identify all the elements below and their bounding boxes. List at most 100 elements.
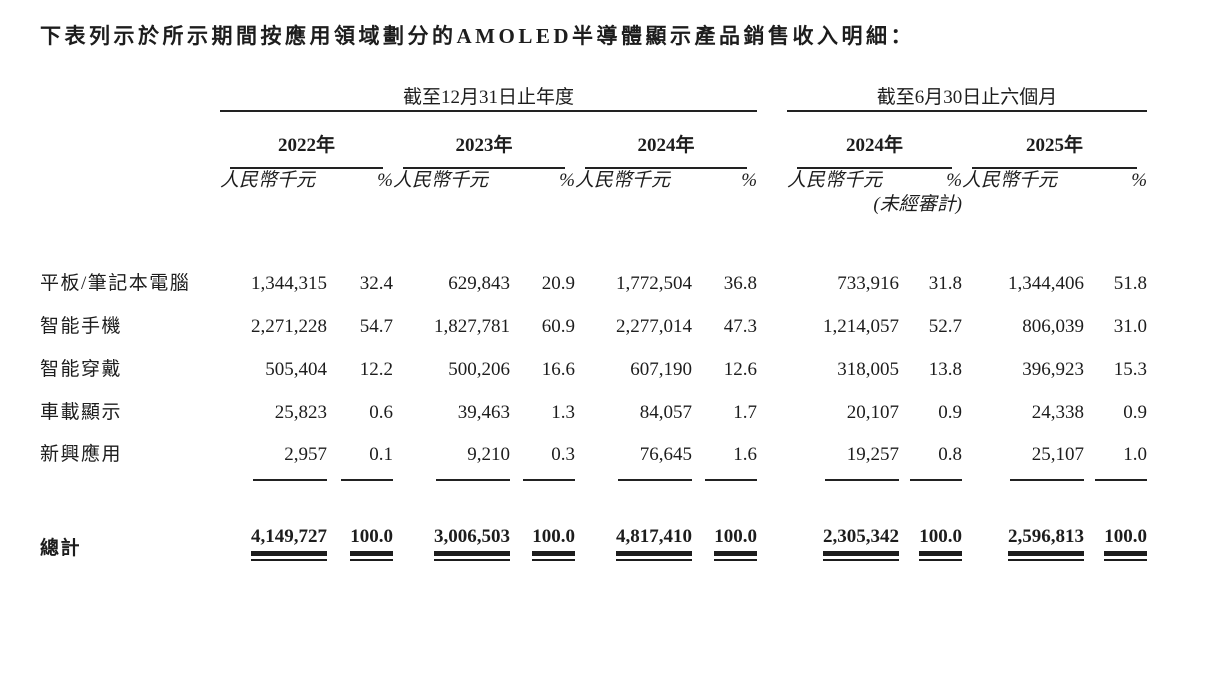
cell-value: 607,190 — [630, 358, 692, 380]
table-row: 新興應用 2,957 0.1 9,210 0.3 76,645 1.6 19,2… — [40, 424, 1147, 467]
year-header-2024: 2024年 — [575, 111, 757, 169]
total-value: 3,006,503 — [434, 525, 510, 561]
cell-value: 32.4 — [359, 273, 393, 295]
subtotal-rule-row — [40, 467, 1148, 482]
cell-value: 0.8 — [938, 444, 963, 466]
cell-value: 1.3 — [551, 401, 575, 423]
col-group-annual: 截至12月31日止年度 — [220, 86, 758, 113]
sum-rule — [253, 479, 327, 482]
cell-value: 0.6 — [369, 401, 393, 423]
revenue-by-application-table: 截至12月31日止年度 截至6月30日止六個月 2022年 2023年 2024… — [40, 86, 1148, 561]
cell-value: 24,338 — [1031, 401, 1085, 423]
table-row: 平板/筆記本電腦 1,344,315 32.4 629,843 20.9 1,7… — [40, 216, 1147, 296]
cell-value: 2,957 — [284, 444, 327, 466]
unit-header: 人民幣千元 — [393, 169, 489, 191]
cell-value: 54.7 — [359, 316, 393, 338]
col-group-interim: 截至6月30日止六個月 — [787, 86, 1148, 113]
table-row: 智能穿戴 505,404 12.2 500,206 16.6 607,190 1… — [40, 339, 1147, 382]
sum-rule — [825, 479, 900, 482]
cell-value: 15.3 — [1113, 358, 1148, 380]
sum-rule — [910, 479, 963, 482]
cell-value: 31.8 — [928, 273, 963, 295]
cell-value: 25,823 — [274, 401, 327, 423]
cell-value: 16.6 — [541, 358, 575, 380]
cell-value: 2,271,228 — [251, 316, 327, 338]
cell-value: 0.1 — [369, 444, 393, 466]
unaudited-note: (未經審計) — [873, 193, 963, 215]
cell-value: 36.8 — [723, 273, 758, 295]
cell-value: 12.6 — [723, 358, 758, 380]
cell-value: 1,344,406 — [1008, 273, 1085, 295]
group-header-row: 截至12月31日止年度 截至6月30日止六個月 — [40, 86, 1148, 113]
row-label: 車載顯示 — [40, 401, 123, 423]
cell-value: 1,214,057 — [823, 316, 900, 338]
pct-header: % — [559, 169, 575, 191]
cell-value: 60.9 — [541, 316, 575, 338]
unit-header: 人民幣千元 — [220, 169, 316, 191]
cell-value: 31.0 — [1113, 316, 1148, 338]
cell-value: 47.3 — [723, 316, 758, 338]
sum-rule — [1010, 479, 1085, 482]
cell-value: 1.7 — [733, 401, 758, 423]
year-header-2024-interim: 2024年 — [787, 111, 962, 169]
total-value: 100.0 — [919, 525, 963, 561]
cell-value: 51.8 — [1113, 273, 1148, 295]
sum-rule — [341, 479, 393, 482]
cell-value: 1.6 — [733, 444, 758, 466]
total-label: 總計 — [40, 538, 82, 560]
label-col-spacer — [40, 86, 220, 111]
table-row: 智能手機 2,271,228 54.7 1,827,781 60.9 2,277… — [40, 296, 1147, 339]
total-value: 100.0 — [350, 525, 393, 561]
cell-value: 76,645 — [639, 444, 692, 466]
total-value: 100.0 — [714, 525, 758, 561]
cell-value: 9,210 — [467, 444, 510, 466]
unit-header: 人民幣千元 — [575, 169, 671, 191]
unaudited-row: (未經審計) — [40, 193, 1147, 217]
sum-rule — [436, 479, 510, 482]
cell-value: 318,005 — [837, 358, 900, 380]
cell-value: 396,923 — [1022, 358, 1085, 380]
total-value: 2,305,342 — [823, 525, 900, 561]
page-title: 下表列示於所示期間按應用領域劃分的AMOLED半導體顯示產品銷售收入明細： — [40, 24, 915, 48]
row-label: 智能穿戴 — [40, 358, 123, 380]
cell-value: 1,772,504 — [616, 273, 692, 295]
cell-value: 0.9 — [1123, 401, 1148, 423]
cell-value: 1.0 — [1123, 444, 1148, 466]
unit-header: 人民幣千元 — [787, 169, 883, 191]
year-header-row: 2022年 2023年 2024年 2024年 2025年 — [40, 111, 1147, 169]
cell-value: 733,916 — [837, 273, 900, 295]
cell-value: 52.7 — [928, 316, 963, 338]
total-value: 4,817,410 — [616, 525, 692, 561]
total-value: 2,596,813 — [1008, 525, 1085, 561]
sum-rule — [523, 479, 575, 482]
cell-value: 0.3 — [551, 444, 575, 466]
sum-rule — [705, 479, 758, 482]
year-header-2025-interim: 2025年 — [962, 111, 1147, 169]
cell-value: 12.2 — [359, 358, 393, 380]
cell-value: 2,277,014 — [616, 316, 692, 338]
cell-value: 629,843 — [448, 273, 510, 295]
year-header-2022: 2022年 — [220, 111, 393, 169]
cell-value: 1,827,781 — [434, 316, 510, 338]
cell-value: 19,257 — [846, 444, 900, 466]
total-value: 100.0 — [532, 525, 575, 561]
cell-value: 0.9 — [938, 401, 963, 423]
sum-rule — [618, 479, 692, 482]
year-header-2023: 2023年 — [393, 111, 575, 169]
total-row: 總計 4,149,727 100.0 3,006,503 100.0 4,817… — [40, 481, 1148, 561]
cell-value: 84,057 — [639, 401, 692, 423]
pct-header: % — [1131, 169, 1148, 191]
pct-header: % — [741, 169, 758, 191]
row-label: 新興應用 — [40, 444, 123, 466]
cell-value: 39,463 — [457, 401, 510, 423]
cell-value: 1,344,315 — [251, 273, 327, 295]
group-gap-spacer — [757, 86, 787, 111]
cell-value: 25,107 — [1031, 444, 1085, 466]
sum-rule — [1095, 479, 1148, 482]
pct-header: % — [377, 169, 393, 191]
cell-value: 13.8 — [928, 358, 963, 380]
cell-value: 505,404 — [265, 358, 327, 380]
table-row: 車載顯示 25,823 0.6 39,463 1.3 84,057 1.7 20… — [40, 382, 1147, 425]
unit-header-row: 人民幣千元 % 人民幣千元 % 人民幣千元 % 人民幣千元 % 人民幣千元 % — [40, 169, 1147, 193]
